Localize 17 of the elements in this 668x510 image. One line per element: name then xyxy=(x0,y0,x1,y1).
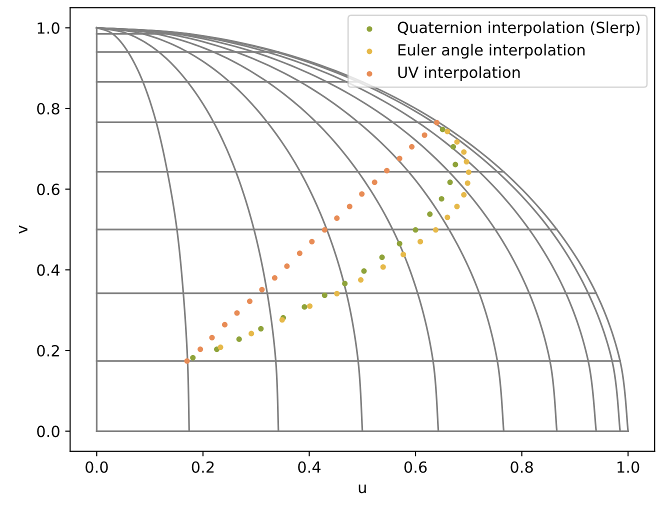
legend-label: Euler angle interpolation xyxy=(398,44,585,59)
y-tick-label: 0.2 xyxy=(37,344,59,357)
y-tick-label: 0.0 xyxy=(37,426,60,438)
y-axis-title: v xyxy=(19,225,28,234)
x-tick-label: 0.8 xyxy=(510,461,533,473)
y-tick-label: 1.0 xyxy=(38,22,60,34)
y-tick-label: 0.6 xyxy=(37,184,60,196)
y-tick-label: 0.8 xyxy=(37,102,60,115)
x-tick-label: 0.4 xyxy=(298,461,321,473)
y-tick-label: 0.4 xyxy=(37,264,60,276)
legend-label: Quaternion interpolation (Slerp) xyxy=(398,21,640,36)
x-tick-label: 0.0 xyxy=(86,461,108,473)
x-axis-title: u xyxy=(358,484,366,494)
legend-label: UV interpolation xyxy=(398,66,520,82)
x-tick-label: 0.2 xyxy=(192,461,214,473)
x-tick-label: 0.6 xyxy=(404,461,427,473)
x-tick-label: 1.0 xyxy=(618,461,640,473)
